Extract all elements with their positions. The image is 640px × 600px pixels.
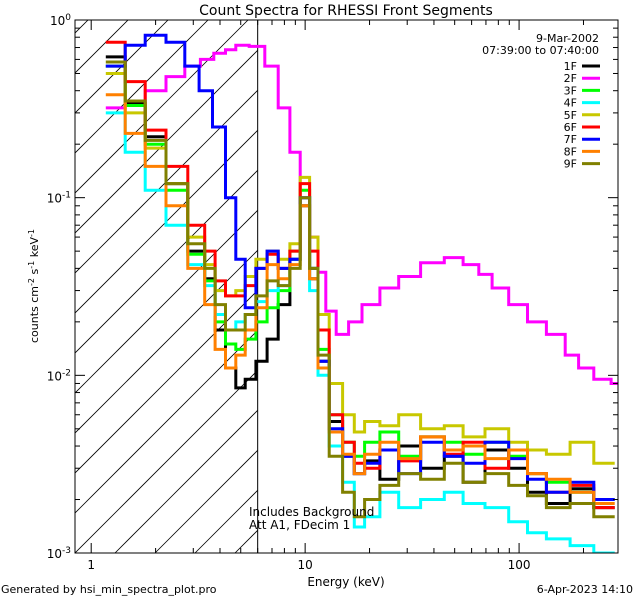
hatch-line — [275, 0, 640, 553]
hatch-line — [75, 20, 249, 194]
y-tick-label: 10-2 — [47, 368, 71, 383]
hatch-line — [435, 0, 640, 553]
hatch-line — [75, 369, 258, 553]
hatch-line — [75, 89, 258, 274]
hatch-line — [75, 129, 258, 314]
series-line-8F — [105, 93, 615, 505]
y-tick-label: 10-1 — [47, 191, 71, 206]
hatch-lines — [0, 0, 640, 553]
hatch-line — [475, 0, 640, 553]
annotation-attenuator: Att A1, FDecim 1 — [249, 518, 350, 532]
y-axis-label: counts cm-2 s-1 keV-1 — [27, 229, 41, 343]
generated-by-label: Generated by hsi_min_spectra_plot.pro — [1, 583, 217, 596]
hatch-line — [114, 409, 258, 553]
series-line-1F — [105, 55, 615, 510]
y-tick-label: 10-3 — [47, 546, 71, 561]
plot-frame — [74, 19, 619, 554]
date-label: 9-Mar-2002 — [536, 32, 599, 45]
annotation-background: Includes Background — [249, 505, 374, 519]
series-line-9F — [105, 60, 615, 519]
series-line-5F — [105, 72, 615, 465]
y-tick-label: 100 — [50, 13, 71, 28]
legend-label-2F: 2F — [564, 72, 577, 85]
hatch-line — [234, 529, 258, 553]
x-axis-label: Energy (keV) — [307, 575, 384, 589]
hatch-line — [0, 0, 115, 553]
hatch-line — [75, 249, 258, 434]
timestamp-label: 6-Apr-2023 14:10 — [536, 583, 633, 596]
attenuator-hatch-region — [0, 0, 640, 553]
legend-label-9F: 9F — [564, 158, 577, 171]
legend-label-7F: 7F — [564, 133, 577, 146]
hatch-line — [515, 0, 640, 553]
x-tick-label: 100 — [508, 558, 531, 572]
series-line-3F — [105, 64, 615, 501]
chart-title: Count Spectra for RHESSI Front Segments — [199, 3, 493, 19]
legend-label-3F: 3F — [564, 84, 577, 97]
series-line-6F — [105, 40, 615, 510]
hatch-line — [635, 0, 640, 553]
x-tick-label: 1 — [87, 558, 95, 572]
legend-label-1F: 1F — [564, 60, 577, 73]
hatch-line — [75, 289, 258, 474]
hatch-line — [395, 0, 640, 553]
legend-label-8F: 8F — [564, 145, 577, 158]
axes: 1 10 100 100 10-1 10-2 10-3 — [47, 13, 618, 572]
series-line-7F — [105, 33, 615, 501]
legend-label-4F: 4F — [564, 97, 577, 110]
series-line-2F — [105, 43, 618, 385]
legend-label-6F: 6F — [564, 121, 577, 134]
x-tick-label: 10 — [297, 558, 312, 572]
hatch-line — [75, 329, 258, 514]
time-range-label: 07:39:00 to 07:40:00 — [482, 44, 599, 57]
series-layer — [105, 33, 618, 553]
legend-label-5F: 5F — [564, 109, 577, 122]
series-line-4F — [105, 111, 615, 553]
hatch-line — [75, 169, 258, 354]
